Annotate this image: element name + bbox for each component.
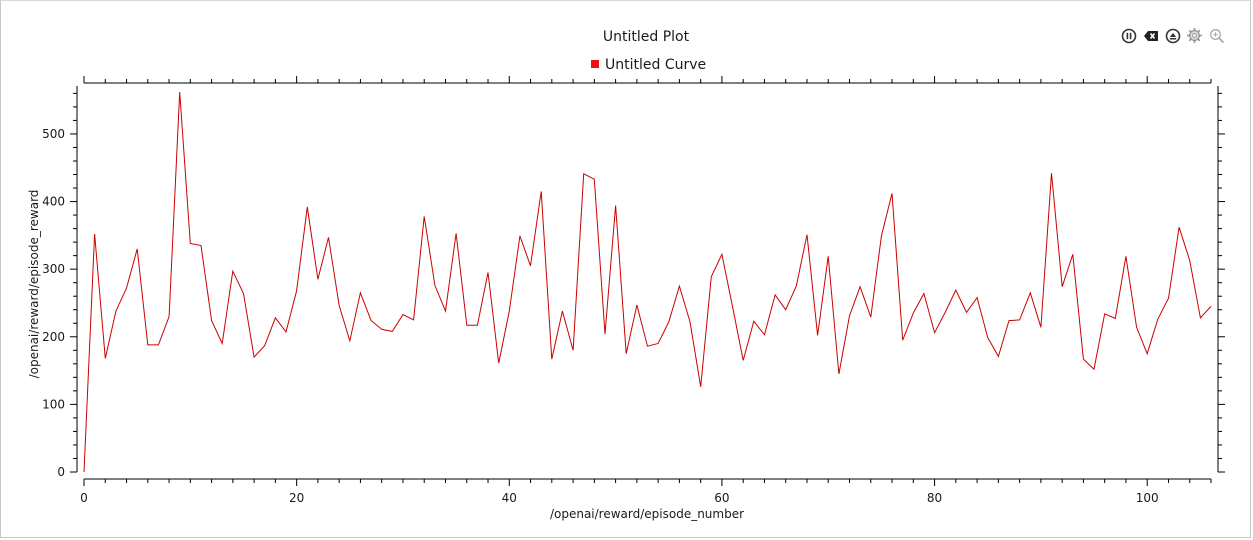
zoom-icon[interactable]: [1207, 26, 1226, 45]
x-tick-label: 40: [502, 491, 517, 505]
y-tick-label: 100: [42, 397, 65, 411]
x-axis-label: /openai/reward/episode_number: [550, 507, 744, 521]
axes: [76, 82, 1219, 480]
y-ticks: 0 100 200 300 400 500: [42, 92, 1225, 479]
y-tick-label: 400: [42, 195, 65, 209]
chart-title: Untitled Plot: [603, 29, 690, 45]
series-line: [83, 91, 1212, 473]
eject-icon[interactable]: [1163, 26, 1182, 45]
settings-icon[interactable]: [1185, 26, 1204, 45]
legend: Untitled Curve: [591, 57, 706, 73]
y-tick-label: 200: [42, 330, 65, 344]
x-tick-label: 80: [927, 491, 942, 505]
y-tick-label: 300: [42, 262, 65, 276]
legend-marker: [591, 60, 599, 68]
y-axis-label: /openai/reward/episode_reward: [27, 190, 41, 379]
y-tick-label: 500: [42, 127, 65, 141]
x-ticks: 0 20 40 60 80 100: [80, 76, 1212, 505]
series-group: [83, 91, 1212, 473]
pause-icon[interactable]: [1119, 26, 1138, 45]
x-tick-label: 60: [714, 491, 729, 505]
x-tick-label: 20: [289, 491, 304, 505]
legend-label: Untitled Curve: [605, 57, 706, 73]
x-tick-label: 0: [80, 491, 88, 505]
x-tick-label: 100: [1136, 491, 1159, 505]
plot-toolbar: [1119, 26, 1226, 45]
y-tick-label: 0: [57, 465, 65, 479]
clear-icon[interactable]: [1141, 26, 1160, 45]
